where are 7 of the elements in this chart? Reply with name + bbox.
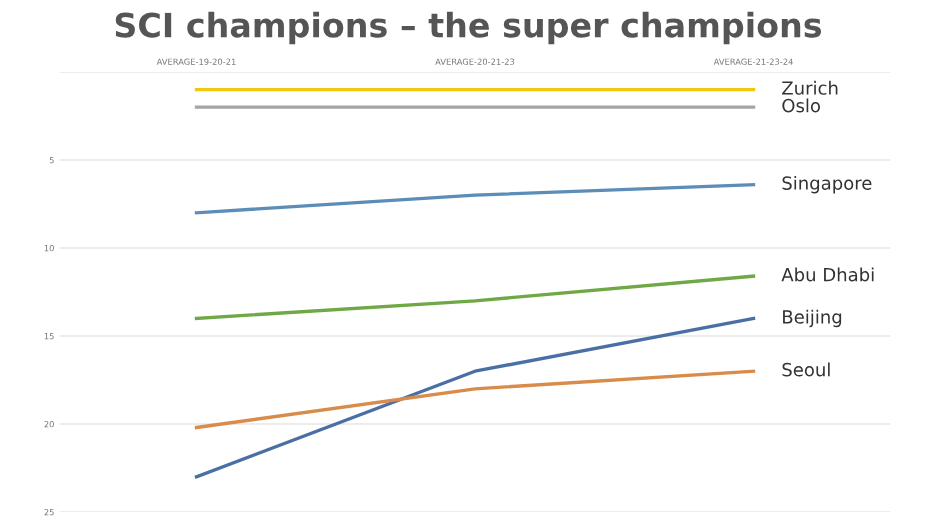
chart-title: SCI champions – the super champions: [115, 11, 822, 45]
series-label: Oslo: [782, 98, 820, 113]
series-label: Abu Dhabi: [781, 267, 874, 282]
series-label: Seoul: [782, 362, 830, 377]
series-label: Zurich: [782, 80, 838, 95]
series-label: Beijing: [783, 309, 842, 328]
series-label: Singapore: [782, 175, 872, 194]
